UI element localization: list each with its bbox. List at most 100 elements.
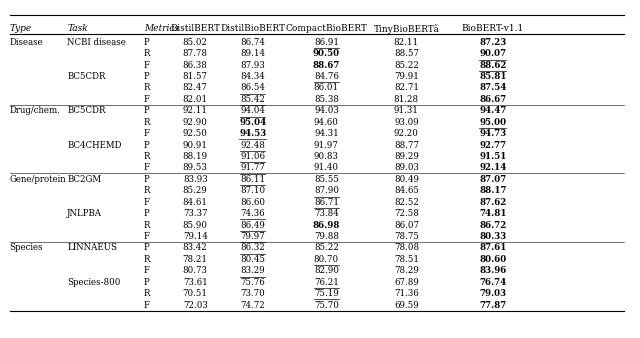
Text: 94.47: 94.47: [479, 106, 506, 115]
Text: 88.77: 88.77: [394, 141, 419, 150]
Text: P: P: [144, 141, 150, 150]
Text: F: F: [144, 163, 150, 172]
Text: 87.07: 87.07: [479, 175, 506, 184]
Text: 73.84: 73.84: [314, 209, 339, 218]
Text: 95.00: 95.00: [479, 118, 506, 127]
Text: 87.78: 87.78: [182, 49, 208, 58]
Text: Species-800: Species-800: [67, 277, 120, 287]
Text: 78.51: 78.51: [394, 255, 419, 264]
Text: R: R: [144, 255, 150, 264]
Text: P: P: [144, 277, 150, 287]
Text: 67.89: 67.89: [394, 277, 419, 287]
Text: 83.29: 83.29: [241, 266, 265, 275]
Text: R: R: [144, 118, 150, 127]
Text: 79.91: 79.91: [394, 72, 419, 81]
Text: 86.91: 86.91: [314, 38, 339, 47]
Text: 86.38: 86.38: [183, 61, 207, 70]
Text: 78.75: 78.75: [394, 232, 419, 241]
Text: 84.34: 84.34: [241, 72, 265, 81]
Text: 85.81: 85.81: [479, 72, 506, 81]
Text: R: R: [144, 220, 150, 230]
Text: Metrics: Metrics: [144, 24, 179, 33]
Text: 80.73: 80.73: [183, 266, 207, 275]
Text: 85.22: 85.22: [314, 243, 339, 252]
Text: 86.01: 86.01: [314, 83, 339, 93]
Text: DistilBioBERT: DistilBioBERT: [220, 24, 285, 33]
Text: 87.10: 87.10: [240, 186, 266, 195]
Text: 80.60: 80.60: [479, 255, 506, 264]
Text: 80.33: 80.33: [479, 232, 506, 241]
Text: 89.53: 89.53: [183, 163, 207, 172]
Text: 92.90: 92.90: [183, 118, 207, 127]
Text: 90.91: 90.91: [182, 141, 208, 150]
Text: NCBI disease: NCBI disease: [67, 38, 126, 47]
Text: 73.37: 73.37: [183, 209, 207, 218]
Text: BioBERT-v1.1: BioBERT-v1.1: [461, 24, 524, 33]
Text: 87.54: 87.54: [479, 83, 506, 93]
Text: 92.11: 92.11: [182, 106, 208, 115]
Text: F: F: [144, 300, 150, 310]
Text: BC4CHEMD: BC4CHEMD: [67, 141, 122, 150]
Text: R: R: [144, 186, 150, 195]
Text: 95.04: 95.04: [239, 118, 266, 127]
Text: 87.23: 87.23: [479, 38, 506, 47]
Text: 90.50: 90.50: [313, 49, 340, 58]
Text: Drug/chem.: Drug/chem.: [10, 106, 60, 115]
Text: 94.60: 94.60: [314, 118, 339, 127]
Text: 85.02: 85.02: [182, 38, 208, 47]
Text: 85.42: 85.42: [241, 95, 265, 104]
Text: Task: Task: [67, 24, 88, 33]
Text: P: P: [144, 243, 150, 252]
Text: P: P: [144, 175, 150, 184]
Text: 70.51: 70.51: [182, 289, 208, 298]
Text: Type: Type: [10, 24, 32, 33]
Text: 91.51: 91.51: [479, 152, 506, 161]
Text: 94.03: 94.03: [314, 106, 339, 115]
Text: 85.38: 85.38: [314, 95, 339, 104]
Text: 74.72: 74.72: [241, 300, 265, 310]
Text: 89.14: 89.14: [240, 49, 266, 58]
Text: 74.81: 74.81: [479, 209, 506, 218]
Text: 82.11: 82.11: [394, 38, 419, 47]
Text: 83.96: 83.96: [479, 266, 506, 275]
Text: 88.17: 88.17: [479, 186, 506, 195]
Text: 88.19: 88.19: [182, 152, 208, 161]
Text: F: F: [144, 95, 150, 104]
Text: 84.65: 84.65: [394, 186, 419, 195]
Text: 88.57: 88.57: [394, 49, 419, 58]
Text: 92.48: 92.48: [241, 141, 265, 150]
Text: 79.03: 79.03: [479, 289, 506, 298]
Text: 86.11: 86.11: [240, 175, 266, 184]
Text: 71.36: 71.36: [394, 289, 419, 298]
Text: CompactBioBERT: CompactBioBERT: [285, 24, 367, 33]
Text: 73.70: 73.70: [241, 289, 265, 298]
Text: 88.67: 88.67: [313, 61, 340, 70]
Text: Gene/protein: Gene/protein: [10, 175, 66, 184]
Text: BC5CDR: BC5CDR: [67, 106, 106, 115]
Text: 86.98: 86.98: [313, 220, 340, 230]
Text: 79.97: 79.97: [241, 232, 265, 241]
Text: 78.08: 78.08: [394, 243, 419, 252]
Text: F: F: [144, 232, 150, 241]
Text: 90.07: 90.07: [479, 49, 506, 58]
Text: 94.53: 94.53: [239, 129, 266, 138]
Text: 85.90: 85.90: [182, 220, 208, 230]
Text: 79.14: 79.14: [183, 232, 207, 241]
Text: TinyBioBERTã: TinyBioBERTã: [374, 24, 439, 33]
Text: 92.20: 92.20: [394, 129, 419, 138]
Text: 83.93: 83.93: [183, 175, 207, 184]
Text: 82.52: 82.52: [394, 198, 419, 207]
Text: 87.61: 87.61: [479, 243, 506, 252]
Text: R: R: [144, 289, 150, 298]
Text: 85.29: 85.29: [183, 186, 207, 195]
Text: 78.21: 78.21: [182, 255, 208, 264]
Text: 91.77: 91.77: [241, 163, 265, 172]
Text: BC5CDR: BC5CDR: [67, 72, 106, 81]
Text: 83.42: 83.42: [183, 243, 207, 252]
Text: F: F: [144, 61, 150, 70]
Text: 74.36: 74.36: [241, 209, 265, 218]
Text: P: P: [144, 209, 150, 218]
Text: 80.70: 80.70: [314, 255, 339, 264]
Text: R: R: [144, 83, 150, 93]
Text: 91.40: 91.40: [314, 163, 339, 172]
